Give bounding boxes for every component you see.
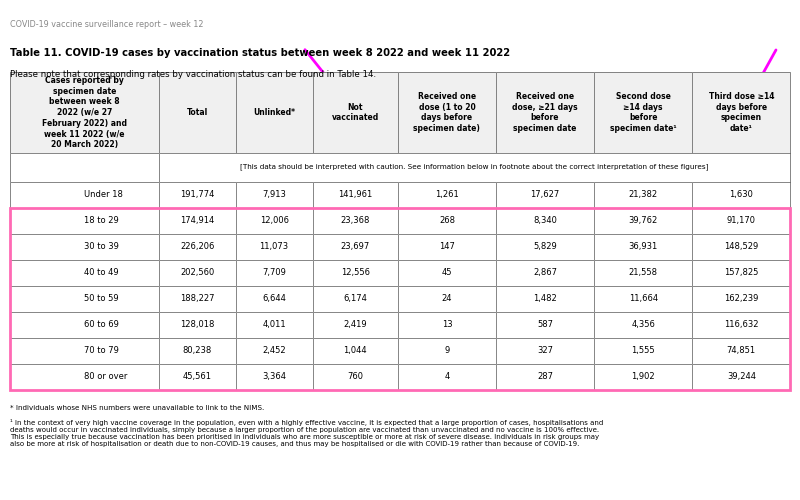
- Text: 1,630: 1,630: [730, 190, 754, 199]
- Text: [This data should be interpreted with caution. See information below in footnote: [This data should be interpreted with ca…: [241, 164, 709, 170]
- Text: 23,697: 23,697: [341, 242, 370, 251]
- Text: 36,931: 36,931: [629, 242, 658, 251]
- Text: 1,261: 1,261: [435, 190, 459, 199]
- Text: 188,227: 188,227: [180, 294, 214, 303]
- Text: 9: 9: [444, 346, 450, 355]
- Text: 147: 147: [439, 242, 455, 251]
- Text: 268: 268: [439, 216, 455, 225]
- Text: 202,560: 202,560: [180, 268, 214, 277]
- Text: 116,632: 116,632: [724, 320, 758, 329]
- Text: COVID-19 vaccine surveillance report – week 12: COVID-19 vaccine surveillance report – w…: [10, 20, 203, 29]
- Text: 128,018: 128,018: [180, 320, 214, 329]
- Text: 39,762: 39,762: [629, 216, 658, 225]
- Text: 2,419: 2,419: [343, 320, 367, 329]
- Text: 11,073: 11,073: [259, 242, 289, 251]
- Text: 39,244: 39,244: [727, 372, 756, 381]
- Text: 17,627: 17,627: [530, 190, 560, 199]
- Text: Unlinked*: Unlinked*: [253, 108, 295, 117]
- Text: 40 to 49: 40 to 49: [84, 268, 119, 277]
- Text: 30 to 39: 30 to 39: [84, 242, 119, 251]
- Text: 21,382: 21,382: [629, 190, 658, 199]
- Text: 327: 327: [537, 346, 553, 355]
- Text: 4: 4: [444, 372, 450, 381]
- Text: 587: 587: [537, 320, 553, 329]
- Text: 287: 287: [537, 372, 553, 381]
- Text: 80 or over: 80 or over: [84, 372, 128, 381]
- Text: 18 to 29: 18 to 29: [84, 216, 119, 225]
- Text: 191,774: 191,774: [180, 190, 214, 199]
- Text: Total: Total: [186, 108, 208, 117]
- Text: 174,914: 174,914: [180, 216, 214, 225]
- Text: 23,368: 23,368: [341, 216, 370, 225]
- Text: 2,867: 2,867: [533, 268, 557, 277]
- Text: 70 to 79: 70 to 79: [84, 346, 119, 355]
- Text: Third dose ≥14
days before
specimen
date¹: Third dose ≥14 days before specimen date…: [709, 92, 774, 133]
- Text: 3,364: 3,364: [262, 372, 286, 381]
- Text: 148,529: 148,529: [724, 242, 758, 251]
- Text: 4,356: 4,356: [631, 320, 655, 329]
- Text: 141,961: 141,961: [338, 190, 372, 199]
- Text: ¹ In the context of very high vaccine coverage in the population, even with a hi: ¹ In the context of very high vaccine co…: [10, 418, 603, 446]
- Text: Cases reported by
specimen date
between week 8
2022 (w/e 27
February 2022) and
w: Cases reported by specimen date between …: [42, 76, 126, 150]
- Text: 50 to 59: 50 to 59: [84, 294, 119, 303]
- Text: Second dose
≥14 days
before
specimen date¹: Second dose ≥14 days before specimen dat…: [610, 92, 677, 133]
- Text: Under 18: Under 18: [84, 190, 123, 199]
- Text: 21,558: 21,558: [629, 268, 658, 277]
- Text: 80,238: 80,238: [182, 346, 212, 355]
- Text: 12,006: 12,006: [260, 216, 289, 225]
- Text: 24: 24: [442, 294, 452, 303]
- Text: 45,561: 45,561: [183, 372, 212, 381]
- Text: 5,829: 5,829: [533, 242, 557, 251]
- Text: 7,709: 7,709: [262, 268, 286, 277]
- Text: 4,011: 4,011: [262, 320, 286, 329]
- Text: 2,452: 2,452: [262, 346, 286, 355]
- Text: Received one
dose, ≥21 days
before
specimen date: Received one dose, ≥21 days before speci…: [512, 92, 578, 133]
- Text: 157,825: 157,825: [724, 268, 758, 277]
- Text: 1,555: 1,555: [631, 346, 655, 355]
- Text: 74,851: 74,851: [726, 346, 756, 355]
- Text: * Individuals whose NHS numbers were unavailable to link to the NIMS.: * Individuals whose NHS numbers were una…: [10, 404, 264, 410]
- Text: 11,664: 11,664: [629, 294, 658, 303]
- Text: 7,913: 7,913: [262, 190, 286, 199]
- Text: 6,644: 6,644: [262, 294, 286, 303]
- Text: 91,170: 91,170: [727, 216, 756, 225]
- Text: Please note that corresponding rates by vaccination status can be found in Table: Please note that corresponding rates by …: [10, 70, 376, 79]
- Text: Table 11. COVID-19 cases by vaccination status between week 8 2022 and week 11 2: Table 11. COVID-19 cases by vaccination …: [10, 48, 510, 58]
- Text: Not
vaccinated: Not vaccinated: [331, 102, 379, 122]
- Text: 45: 45: [442, 268, 452, 277]
- Text: 13: 13: [442, 320, 452, 329]
- Text: 760: 760: [347, 372, 363, 381]
- Text: 1,902: 1,902: [631, 372, 655, 381]
- Text: Received one
dose (1 to 20
days before
specimen date): Received one dose (1 to 20 days before s…: [414, 92, 480, 133]
- Text: 12,556: 12,556: [341, 268, 370, 277]
- Text: 60 to 69: 60 to 69: [84, 320, 119, 329]
- Text: 1,044: 1,044: [343, 346, 367, 355]
- Text: 1,482: 1,482: [533, 294, 557, 303]
- Text: 6,174: 6,174: [343, 294, 367, 303]
- Text: 226,206: 226,206: [180, 242, 214, 251]
- Text: 8,340: 8,340: [533, 216, 557, 225]
- Text: 162,239: 162,239: [724, 294, 758, 303]
